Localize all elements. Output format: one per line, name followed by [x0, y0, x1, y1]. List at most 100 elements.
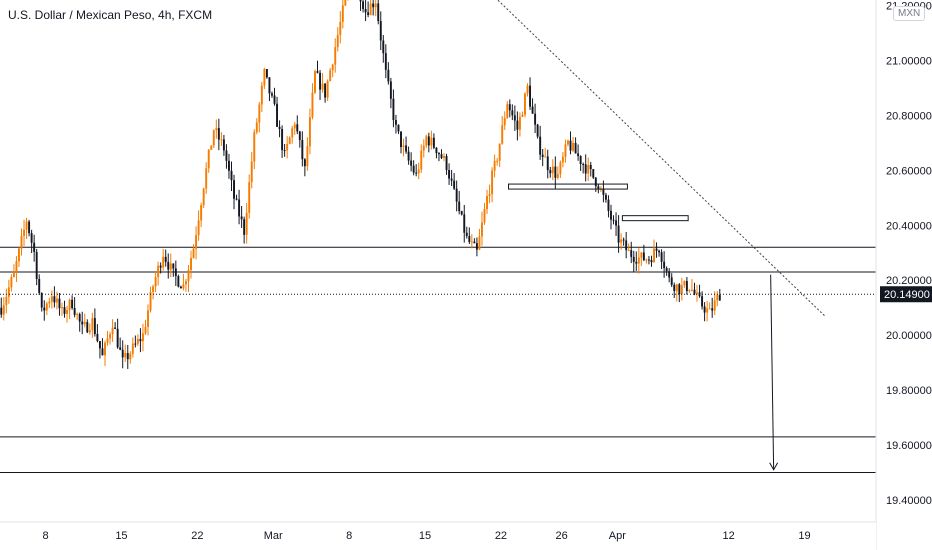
- candle: [225, 144, 228, 169]
- candle: [546, 149, 549, 179]
- candle: [308, 108, 311, 155]
- candle: [647, 255, 650, 265]
- candle: [569, 131, 572, 155]
- candle: [136, 334, 139, 346]
- candle: [341, 0, 344, 29]
- candle: [486, 189, 488, 214]
- candle: [402, 138, 405, 157]
- candle: [40, 292, 43, 312]
- candle: [713, 291, 716, 315]
- candle: [134, 335, 137, 348]
- candle: [212, 129, 215, 148]
- candle: [306, 137, 309, 171]
- candle: [28, 219, 31, 237]
- candle: [205, 162, 208, 194]
- candle: [86, 319, 89, 334]
- arrow-head: [769, 462, 779, 471]
- svg-text:20.14900: 20.14900: [884, 289, 930, 301]
- candle: [230, 161, 233, 192]
- candle: [577, 144, 580, 161]
- zone-box-2[interactable]: [621, 215, 689, 222]
- candle: [425, 134, 428, 148]
- candle: [508, 99, 511, 118]
- candle: [604, 192, 607, 203]
- descending-trendline[interactable]: [481, 0, 826, 317]
- candle: [5, 288, 8, 314]
- candle: [362, 0, 365, 13]
- candle: [184, 278, 187, 292]
- candle: [407, 146, 410, 165]
- candle: [331, 63, 334, 78]
- candle: [238, 189, 241, 225]
- candle: [567, 139, 569, 147]
- candle: [296, 115, 299, 135]
- candle: [531, 98, 534, 114]
- chart-title: U.S. Dollar / Mexican Peso, 4h, FXCM: [6, 8, 215, 22]
- zone-box-1[interactable]: [508, 183, 628, 190]
- y-tick-label: 20.40000: [886, 220, 932, 232]
- candle: [564, 139, 567, 163]
- candle: [248, 174, 251, 219]
- candle: [394, 114, 397, 134]
- candle: [716, 291, 719, 307]
- candle: [518, 112, 521, 137]
- candle: [215, 119, 218, 139]
- candle: [91, 312, 94, 338]
- candle: [121, 340, 124, 369]
- y-tick-label: 19.60000: [886, 440, 932, 452]
- x-tick-label: 22: [495, 530, 507, 542]
- candle: [437, 152, 440, 162]
- candle: [319, 69, 322, 100]
- candle: [592, 169, 595, 180]
- x-tick-label: 26: [556, 530, 568, 542]
- candle: [620, 233, 623, 250]
- candle: [0, 297, 3, 318]
- candle: [637, 248, 640, 274]
- y-tick-label: 20.00000: [886, 330, 932, 342]
- candle: [622, 237, 625, 246]
- candle: [488, 184, 491, 204]
- candle: [271, 91, 273, 98]
- candle: [642, 244, 645, 262]
- candle: [93, 308, 96, 337]
- candle: [458, 190, 461, 215]
- currency-badge[interactable]: MXN: [893, 6, 926, 21]
- trendline-layer: [481, 0, 826, 317]
- candle: [607, 195, 610, 218]
- x-tick-label: 22: [191, 530, 203, 542]
- candle: [673, 282, 676, 298]
- price-axis[interactable]: 19.40000 19.60000 19.80000 20.00000 20.20000…: [875, 0, 932, 550]
- arrow-shaft[interactable]: [770, 274, 775, 470]
- candle: [233, 174, 235, 210]
- candle: [187, 265, 190, 293]
- candle: [539, 125, 542, 160]
- time-axis[interactable]: 8 15 22 Mar 8 15 22 26 Apr 12 19: [0, 521, 876, 550]
- candle: [222, 134, 225, 156]
- candle: [491, 167, 494, 203]
- candle: [33, 234, 36, 262]
- candle: [83, 313, 86, 328]
- candle: [314, 69, 316, 94]
- candle: [529, 77, 531, 110]
- candle: [384, 44, 387, 79]
- candle: [625, 232, 628, 259]
- candle: [443, 153, 445, 162]
- candle: [498, 143, 501, 167]
- candle: [359, 0, 362, 11]
- candle: [25, 217, 28, 239]
- candle: [440, 149, 443, 160]
- candle: [195, 226, 198, 260]
- candle: [126, 344, 129, 369]
- candle: [169, 253, 172, 278]
- y-tick-label: 20.80000: [886, 110, 932, 122]
- candle: [658, 249, 661, 257]
- candle: [551, 159, 554, 181]
- horizontal-levels: [0, 246, 876, 474]
- candle: [96, 324, 99, 343]
- candle: [18, 247, 20, 267]
- candle: [179, 285, 182, 289]
- candle: [339, 11, 342, 44]
- candle: [422, 139, 425, 158]
- candle: [374, 0, 377, 17]
